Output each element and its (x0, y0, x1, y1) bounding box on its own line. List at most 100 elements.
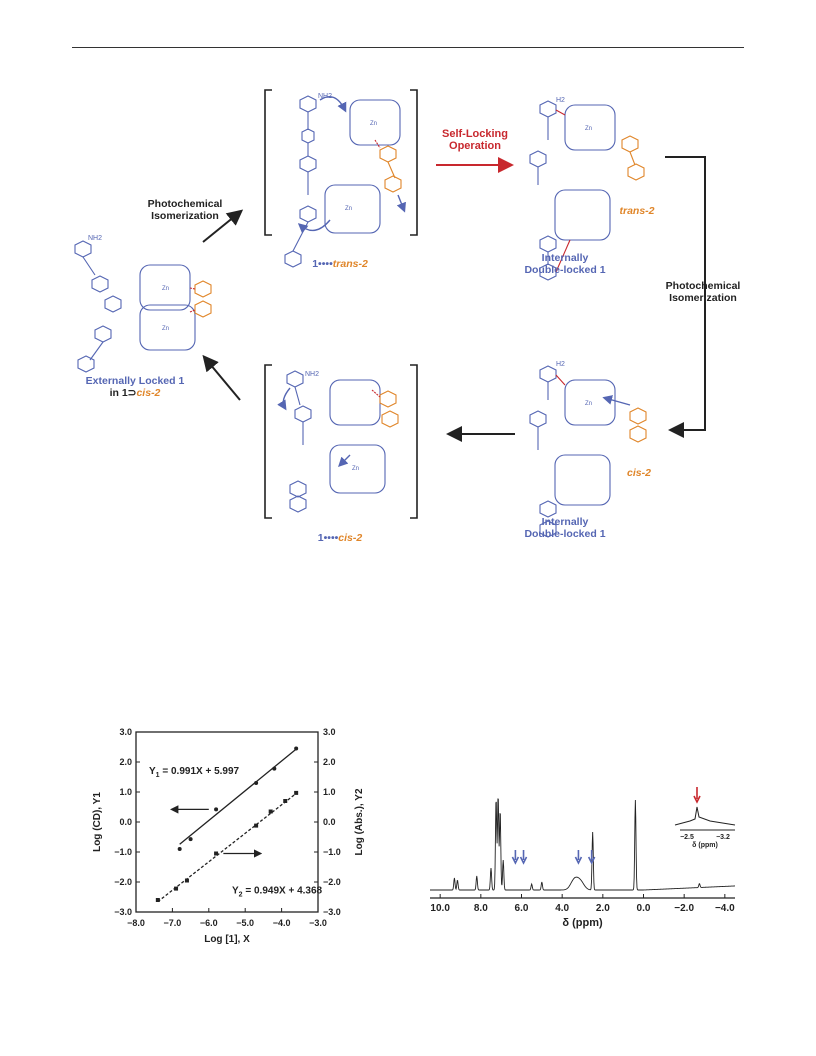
label-internally-locked-bottom: Internally Double-locked 1 (524, 516, 606, 540)
data-point-y1 (188, 837, 193, 842)
zn-label-top-2: Zn (345, 206, 352, 212)
data-point-y2 (283, 799, 288, 803)
label-photochemical-isomerization-top: Photochemical Isomerization (147, 198, 223, 222)
nmr-spectrum: 10.0 8.0 6.0 4.0 2.0 0.0 −2.0 −4.0δ (ppm)−2.5 −3… (430, 787, 736, 929)
data-point-y1 (254, 781, 259, 785)
x-axis-label: Log [1], X (204, 934, 250, 945)
nh2-label-top: NH2 (318, 93, 332, 100)
guest-cis-in-external (189, 280, 212, 318)
x-tick-label: −7.0 (164, 918, 182, 928)
data-point-y2 (155, 898, 160, 902)
y-tick-label-left: 3.0 (119, 727, 132, 737)
x-tick-label: −2.0 (674, 903, 694, 914)
nh2-label-bottom: NH2 (305, 371, 319, 378)
y-tick-label-right: −1.0 (323, 847, 341, 857)
zn-label-top-1: Zn (370, 121, 377, 127)
h2-label-bottom-right: H2 (556, 361, 565, 368)
inset-tick-label: −3.2 (716, 834, 730, 841)
label-self-locking-operation: Self-Locking Operation (441, 128, 508, 152)
spectrum-trace (430, 798, 736, 891)
y-axis-label-right: Log (Abs.), Y2 (354, 788, 365, 855)
label-trans-2-free: trans-2 (619, 205, 655, 217)
data-point-y2 (268, 809, 273, 814)
guest-cis-free (629, 407, 647, 443)
data-point-y2 (214, 851, 219, 856)
y-tick-label-right: 0.0 (323, 817, 336, 827)
inset-tick-label: −2.5 (680, 834, 694, 841)
y-tick-label-left: −3.0 (114, 907, 132, 917)
molecule-top-bracket (284, 95, 401, 268)
x-tick-label: −6.0 (200, 918, 218, 928)
label-cis-2-free: cis-2 (627, 467, 651, 479)
zn-label-bottom-right: Zn (585, 401, 592, 407)
bracket-bottom-right (410, 364, 418, 519)
x-tick-label: 2.0 (596, 903, 610, 914)
molecule-internally-locked-top (529, 100, 616, 281)
label-photochemical-isomerization-right: Photochemical Isomerization (665, 280, 741, 304)
peak-arrow (574, 850, 583, 865)
y-tick-label-left: 1.0 (119, 787, 132, 797)
x-tick-label: 10.0 (430, 903, 450, 914)
y-tick-label-right: −2.0 (323, 877, 341, 887)
inset-arrow (693, 787, 701, 804)
y-tick-label-right: 2.0 (323, 757, 336, 767)
guest-cis-in-bracket (371, 389, 399, 428)
label-complex-cis: 1••••cis-2 (317, 532, 363, 544)
data-point-y1 (294, 746, 299, 751)
nh2-label-left: NH2 (88, 235, 102, 242)
fit-line-y2 (157, 792, 297, 903)
h2-label-top-right: H2 (556, 97, 565, 104)
y-tick-label-right: 1.0 (323, 787, 336, 797)
x-tick-label: 6.0 (515, 903, 529, 914)
reaction-scheme: NH2 Zn Zn H2 Zn (74, 89, 706, 538)
equation-y2: Y2 = 0.949X + 4.368 (232, 885, 323, 898)
arrow-photochemical-right (665, 156, 706, 438)
inset-axis-label: δ (ppm) (692, 842, 718, 849)
data-point-y1 (272, 766, 277, 771)
x-axis-label: δ (ppm) (562, 917, 603, 929)
data-point-y2 (294, 790, 299, 795)
data-point-y1 (177, 847, 182, 851)
guest-trans-in-bracket (374, 139, 406, 213)
zn-label-left-1: Zn (162, 286, 169, 292)
x-tick-label: 0.0 (637, 903, 651, 914)
zn-label-top-right: Zn (585, 126, 592, 132)
data-point-y2 (254, 823, 259, 828)
fit-line-y1 (179, 748, 297, 845)
y-tick-label-left: −2.0 (114, 877, 132, 887)
label-externally-locked: Externally Locked 1 in 1⊃cis-2 (85, 375, 185, 399)
log-log-plot: −8.0 −7.0 −6.0 −5.0 −4.0 −3.0 3.0 3.0 2.0 2.0 1.0 1… (92, 727, 365, 945)
peak-arrow (587, 850, 596, 865)
data-point-y1 (214, 807, 219, 812)
x-tick-label: −3.0 (309, 918, 327, 928)
peak-arrow (511, 850, 520, 865)
y-tick-label-left: −1.0 (114, 847, 132, 857)
x-tick-label: 8.0 (474, 903, 488, 914)
guest-trans-free (621, 135, 645, 181)
molecule-externally-locked (74, 240, 196, 373)
y-tick-label-right: −3.0 (323, 907, 341, 917)
x-tick-label: −4.0 (715, 903, 735, 914)
data-point-y2 (174, 886, 179, 891)
data-point-y2 (184, 878, 189, 883)
equation-y1: Y1 = 0.991X + 5.997 (149, 766, 240, 779)
arrow-photochemical-top (202, 209, 244, 243)
x-tick-label: 4.0 (555, 903, 569, 914)
bracket-top-left (264, 89, 272, 236)
y-tick-label-left: 0.0 (119, 817, 132, 827)
label-internally-locked-top: Internally Double-locked 1 (524, 252, 606, 276)
y-tick-label-right: 3.0 (323, 727, 336, 737)
label-complex-trans: 1••••trans-2 (312, 258, 368, 270)
zn-label-bottom: Zn (352, 466, 359, 472)
bracket-bottom-left (264, 364, 272, 519)
x-tick-label: −4.0 (273, 918, 291, 928)
y-axis-label-left: Log (CD), Y1 (92, 792, 103, 852)
x-tick-label: −8.0 (127, 918, 145, 928)
bracket-top-right (410, 89, 418, 236)
inset-trace (674, 806, 736, 826)
y-tick-label-left: 2.0 (119, 757, 132, 767)
peak-arrow (519, 850, 528, 865)
arrow-to-externally-locked (202, 354, 241, 401)
zn-label-left-2: Zn (162, 326, 169, 332)
header-rule (72, 47, 744, 48)
